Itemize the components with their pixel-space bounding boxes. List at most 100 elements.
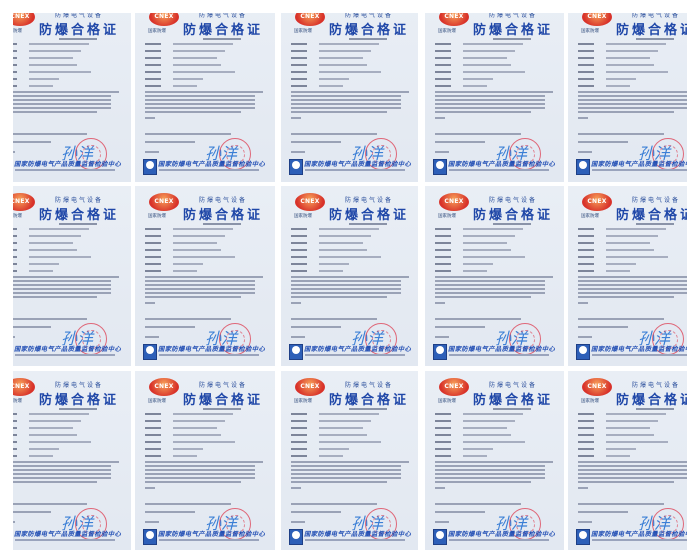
cnex-logo: CNEX [13, 193, 35, 211]
date-line [435, 326, 485, 328]
date-line [13, 318, 87, 320]
text-line [578, 477, 687, 479]
certificate-title: 防爆合格证 [328, 393, 409, 408]
agency-contact-line [449, 169, 549, 171]
text-line [435, 276, 553, 278]
logo-caption: 国家防爆 [148, 214, 166, 219]
agency-name: 国家防爆电气产品质量监督检验中心 [158, 531, 266, 538]
agency-name: 国家防爆电气产品质量监督检验中心 [158, 346, 266, 353]
date-line [435, 511, 485, 513]
text-line [145, 469, 255, 471]
text-line [13, 276, 119, 278]
remarks-line [578, 117, 588, 119]
agency-contact-line [592, 169, 687, 171]
certificate-number [59, 38, 97, 40]
text-line [435, 465, 545, 467]
text-line [578, 292, 687, 294]
remarks-line [145, 117, 155, 119]
certificate-subtitle: 防爆电气设备 [54, 197, 103, 204]
agency-name: 国家防爆电气产品质量监督检验中心 [14, 346, 122, 353]
text-line [13, 481, 97, 483]
certificate-title: 防爆合格证 [38, 23, 119, 38]
agency-name: 国家防爆电气产品质量监督检验中心 [158, 161, 266, 168]
agency-contact-line [159, 169, 259, 171]
signatory-line [435, 336, 449, 338]
text-line [13, 288, 111, 290]
signatory-line [145, 151, 159, 153]
text-line [145, 477, 255, 479]
signatory-line [578, 151, 592, 153]
certificate-number [349, 38, 387, 40]
text-line [291, 280, 401, 282]
signatory-line [578, 521, 592, 523]
text-line [435, 292, 545, 294]
date-line [13, 141, 51, 143]
logo-caption: 国家防爆 [148, 399, 166, 404]
remarks-line [145, 487, 155, 489]
remarks-line [291, 302, 301, 304]
text-line [578, 461, 687, 463]
text-line [291, 473, 401, 475]
logo-caption: 国家防爆 [438, 29, 456, 34]
certificate-title: 防爆合格证 [615, 23, 687, 38]
agency-name: 国家防爆电气产品质量监督检验中心 [591, 346, 687, 353]
agency-contact-line [159, 539, 259, 541]
text-line [145, 111, 241, 113]
agency-contact-line [449, 539, 549, 541]
text-line [435, 103, 545, 105]
text-line [13, 473, 111, 475]
text-line [291, 461, 409, 463]
certificate-title: 防爆合格证 [615, 393, 687, 408]
text-line [578, 107, 687, 109]
text-line [435, 288, 545, 290]
remarks-line [435, 302, 445, 304]
text-line [145, 91, 263, 93]
certificate-subtitle: 防爆电气设备 [344, 13, 393, 19]
agency-logo-icon [433, 529, 447, 545]
agency-contact-line [305, 169, 405, 171]
text-line [435, 477, 545, 479]
text-line [145, 461, 263, 463]
agency-logo-icon [576, 159, 590, 175]
text-line [145, 280, 255, 282]
text-line [13, 469, 111, 471]
text-line [13, 477, 111, 479]
text-line [13, 111, 97, 113]
agency-name: 国家防爆电气产品质量监督检验中心 [591, 161, 687, 168]
signatory-line [145, 521, 159, 523]
date-line [435, 133, 521, 135]
cnex-logo: CNEX [582, 193, 612, 211]
text-line [578, 91, 687, 93]
certificate-subtitle: 防爆电气设备 [198, 382, 247, 389]
agency-logo-icon [143, 344, 157, 360]
agency-logo-icon [576, 344, 590, 360]
text-line [435, 99, 545, 101]
text-line [435, 469, 545, 471]
remarks-line [435, 487, 445, 489]
text-line [291, 99, 401, 101]
date-line [13, 511, 51, 513]
certificate-number [493, 38, 531, 40]
text-line [145, 292, 255, 294]
date-line [291, 326, 341, 328]
date-line [145, 326, 195, 328]
